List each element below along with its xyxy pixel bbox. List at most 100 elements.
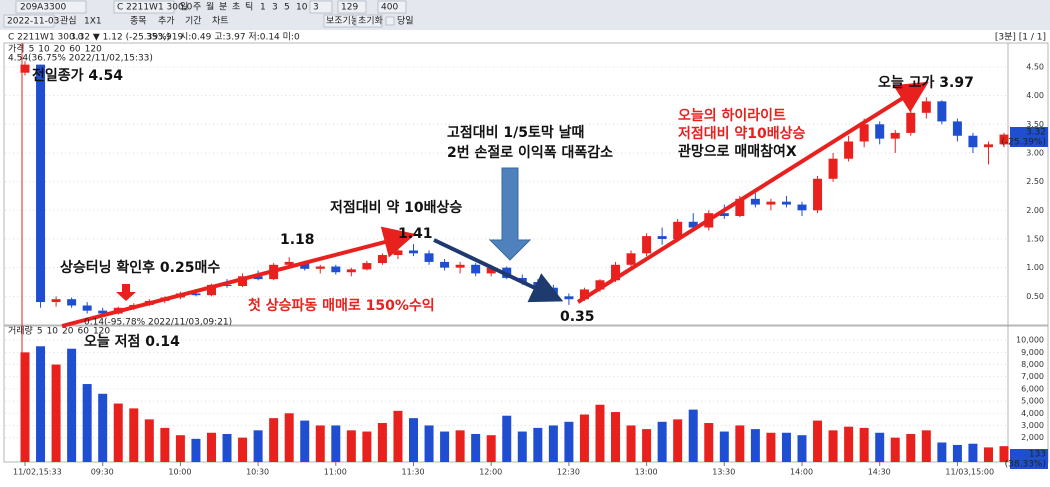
interval-btn[interactable]: 5 [284, 3, 290, 13]
annotation: 고점대비 1/5토막 날때 [447, 124, 584, 141]
period-btn[interactable]: 초 [232, 2, 240, 13]
y-tick-label: 6,000 [1021, 384, 1044, 393]
candle-body [440, 261, 450, 268]
volume-bar [486, 435, 496, 462]
annotation: 저점대비 약10배상승 [678, 125, 806, 142]
price-box-change: (-25.39%) [1001, 138, 1046, 148]
candle-body [657, 236, 667, 239]
period-btn[interactable]: 월 [206, 1, 214, 13]
volume-bar [191, 438, 201, 462]
candle-body [393, 250, 403, 256]
candle-body [797, 204, 807, 211]
volume-bar [36, 346, 46, 462]
volume-bar [828, 430, 838, 462]
candle-body [688, 221, 698, 228]
max-box[interactable] [377, 0, 407, 14]
checkbox[interactable] [385, 16, 395, 26]
candle-body [595, 280, 605, 290]
annotation: 오늘 고가 3.97 [878, 75, 974, 91]
period-btn[interactable]: 틱 [245, 1, 253, 13]
legend-item: 5 [37, 327, 43, 337]
interval-btn[interactable]: 10 [296, 3, 308, 13]
annotation: 전일종가 4.54 [32, 67, 123, 84]
count: 129 [341, 3, 358, 13]
btn[interactable]: 보조기능 [326, 16, 359, 27]
info: 3.32 ▼ 1.12 (-25.39%) [70, 33, 170, 43]
legend-item: 10 [47, 327, 59, 337]
max: 400 [381, 3, 398, 13]
volume-bar [315, 425, 325, 462]
volume-bar [906, 433, 916, 462]
y-tick-label: 3,000 [1021, 421, 1044, 430]
btn[interactable]: 추가 [158, 16, 175, 27]
y-tick-label: 4.00 [1026, 91, 1044, 100]
page: [3분] [1 / 1] [995, 32, 1046, 43]
btn[interactable]: 초기화 [358, 16, 383, 27]
name-box[interactable] [113, 0, 175, 14]
candle-body [921, 101, 931, 113]
btn[interactable]: 1X1 [84, 17, 102, 27]
y-tick-label: 10,000 [1016, 336, 1044, 345]
volume-bar [579, 414, 589, 462]
candle-body [455, 264, 465, 268]
annotation: 1.18 [280, 232, 315, 248]
legend-item: 10 [38, 45, 50, 55]
count-box[interactable] [337, 0, 367, 14]
candle-body [828, 158, 838, 179]
candle-body [937, 101, 947, 122]
btn[interactable]: 차트 [212, 15, 229, 27]
price-box [1010, 127, 1048, 147]
candle-body [98, 310, 108, 314]
x-tick-label: 11/03,15:00 [945, 468, 994, 477]
annotation: 2번 손절로 이익폭 대폭감소 [447, 144, 613, 161]
x-tick-label: 13:00 [635, 468, 658, 477]
y-tick-label: 2.50 [1026, 177, 1044, 186]
candle-body [253, 276, 263, 280]
legend-item: 60 [69, 45, 81, 55]
volume-bar [673, 419, 683, 462]
annotation: 상승터닝 확인후 0.25매수 [60, 259, 220, 276]
annotation: 오늘 저점 0.14 [84, 333, 180, 350]
toolbar-row1: 209A3300 C 2211W1 300.0 일 주 월 분 초 틱 1 3 … [15, 0, 407, 14]
btn[interactable]: 종목 [130, 16, 147, 27]
btn[interactable]: 기간 [185, 16, 202, 27]
candle-body [579, 289, 589, 300]
volume-bar [222, 433, 232, 462]
btn-box[interactable] [355, 14, 383, 28]
volume-bar [284, 413, 294, 462]
btn-box[interactable] [323, 14, 355, 28]
candle-body [906, 112, 916, 133]
btn[interactable]: 관심 [60, 16, 77, 27]
candle-body [999, 134, 1009, 145]
volume-bar [455, 430, 465, 462]
annotation: 0.35 [560, 309, 595, 325]
candle-body [859, 124, 869, 142]
date-box[interactable] [3, 14, 55, 28]
candle-body [315, 266, 325, 269]
candle-body [346, 269, 356, 273]
volume-bar [704, 423, 714, 462]
candle-body [844, 141, 854, 159]
arrow [576, 81, 929, 304]
code-box[interactable] [15, 0, 87, 14]
candle-body [642, 236, 652, 254]
info: C 2211W1 300.0 [8, 33, 84, 43]
down-arrow [488, 167, 532, 261]
x-tick-label: 11:00 [324, 468, 347, 477]
legend-item: 120 [85, 45, 102, 55]
volume-bar [393, 410, 403, 462]
period-btn[interactable]: 주 [193, 2, 201, 13]
volume-bar [160, 427, 170, 462]
interval-btn[interactable]: 1 [260, 3, 266, 13]
candle-body [890, 132, 900, 139]
annotation: 저점대비 약 10배상승 [330, 199, 462, 216]
interval-box[interactable] [309, 0, 333, 14]
volume-box-change: (38.33%) [1005, 460, 1046, 470]
period-btn[interactable]: 일 [180, 2, 188, 13]
legend-item: 가격 [8, 43, 25, 55]
period-btn[interactable]: 분 [219, 2, 227, 13]
interval-btn[interactable]: 3 [272, 3, 278, 13]
volume-bar [968, 443, 978, 462]
candle-body [952, 121, 962, 136]
